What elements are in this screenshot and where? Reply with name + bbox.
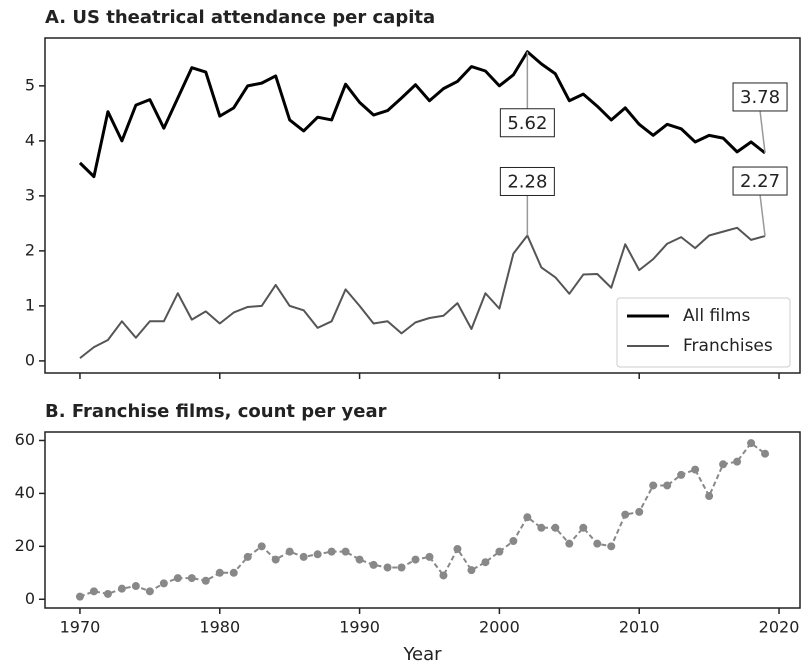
point <box>243 552 252 561</box>
point <box>579 523 588 532</box>
point <box>551 523 560 532</box>
point <box>621 510 630 519</box>
point <box>439 571 448 580</box>
x-tick-label: 1980 <box>199 618 240 637</box>
point <box>75 592 84 601</box>
point <box>103 589 112 598</box>
line-series <box>79 226 766 359</box>
x-tick-label: 2000 <box>479 618 520 637</box>
point <box>313 550 322 559</box>
point <box>467 566 476 575</box>
legend-label: All films <box>683 306 750 326</box>
annotation-box <box>499 166 555 196</box>
point <box>187 574 196 583</box>
plot-frame <box>44 431 801 609</box>
annotation-box <box>732 166 788 196</box>
annotation-label: 3.78 <box>740 87 780 108</box>
x-tick-label: 1990 <box>339 618 380 637</box>
point <box>285 547 294 556</box>
point <box>257 542 266 551</box>
point <box>131 582 140 591</box>
point <box>481 558 490 567</box>
y-tick-label: 5 <box>25 75 35 94</box>
point <box>425 552 434 561</box>
point <box>89 587 98 596</box>
point <box>117 584 126 593</box>
point <box>705 492 714 501</box>
point <box>607 542 616 551</box>
point <box>215 568 224 577</box>
line-series <box>78 50 766 179</box>
line-series <box>79 441 766 598</box>
point <box>159 579 168 588</box>
point <box>145 587 154 596</box>
point <box>565 539 574 548</box>
point <box>355 555 364 564</box>
point <box>691 465 700 474</box>
x-tick-label: 1970 <box>60 618 101 637</box>
point <box>173 574 182 583</box>
point <box>761 449 770 458</box>
point <box>523 513 532 522</box>
point <box>537 523 546 532</box>
point <box>327 547 336 556</box>
point <box>201 576 210 585</box>
point <box>397 563 406 572</box>
annotation-leader <box>759 194 766 237</box>
y-tick-label: 4 <box>25 130 35 149</box>
plot-frame <box>44 37 801 374</box>
point <box>341 547 350 556</box>
annotation-label: 5.62 <box>507 113 547 134</box>
point <box>383 563 392 572</box>
annotation-box <box>732 82 788 112</box>
legend-label: Franchises <box>683 336 773 356</box>
point <box>495 547 504 556</box>
point <box>593 539 602 548</box>
point <box>649 481 658 490</box>
point <box>677 470 686 479</box>
annotation-leader <box>759 110 766 154</box>
panel-title: B. Franchise films, count per year <box>45 401 387 422</box>
point <box>747 439 756 448</box>
point <box>299 552 308 561</box>
point <box>369 560 378 569</box>
y-tick-label: 40 <box>15 483 35 502</box>
x-tick-label: 2010 <box>619 618 660 637</box>
point <box>271 555 280 564</box>
y-tick-label: 1 <box>25 295 35 314</box>
point <box>453 544 462 553</box>
point <box>663 481 672 490</box>
x-axis-label: Year <box>402 644 442 665</box>
y-tick-label: 3 <box>25 185 35 204</box>
point <box>733 457 742 466</box>
y-tick-label: 60 <box>15 430 35 449</box>
panel-title: A. US theatrical attendance per capita <box>45 7 435 28</box>
point <box>719 460 728 469</box>
y-tick-label: 0 <box>25 350 35 369</box>
annotation-label: 2.28 <box>507 171 547 192</box>
point <box>411 555 420 564</box>
y-tick-label: 2 <box>25 240 35 259</box>
point <box>509 537 518 546</box>
point <box>635 507 644 516</box>
x-tick-label: 2020 <box>759 618 800 637</box>
y-tick-label: 0 <box>25 589 35 608</box>
annotation-label: 2.27 <box>740 171 780 192</box>
y-tick-label: 20 <box>15 536 35 555</box>
annotation-box <box>499 108 555 138</box>
point <box>229 568 238 577</box>
